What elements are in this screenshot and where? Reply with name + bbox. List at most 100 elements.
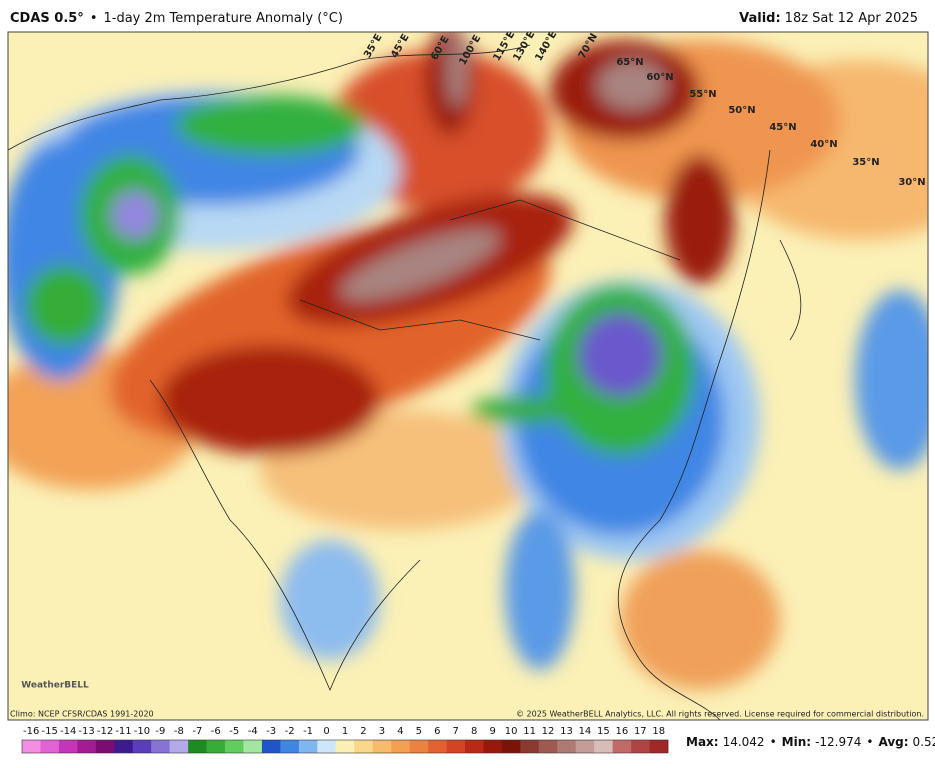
colorbar-swatch [188,740,207,753]
colorbar-label: -14 [60,726,76,737]
colorbar-label: -7 [192,726,202,737]
colorbar-label: -15 [42,726,58,737]
anomaly-patch [855,290,928,470]
colorbar-label: 18 [652,726,665,737]
colorbar-label: -4 [248,726,258,737]
valid-time: Valid: 18z Sat 12 Apr 2025 [739,11,918,26]
anomaly-patch [280,540,380,660]
stat-label: Min: [782,735,811,749]
colorbar-label: -1 [303,726,313,737]
anomaly-patch [175,95,365,155]
colorbar-swatch [206,740,226,753]
anomaly-patch [665,155,735,285]
logo: WeatherBELL [21,681,89,691]
colorbar-swatch [95,740,115,753]
colorbar-swatch [151,740,170,753]
stat-value: 14.042 [723,735,765,749]
colorbar-swatch [280,740,300,753]
colorbar-label: 10 [505,726,518,737]
colorbar-label: -5 [229,726,239,737]
stat-value: 0.522 [913,735,935,749]
map-frame [7,31,929,721]
colorbar-label: 0 [323,726,329,737]
separator: • [770,735,777,749]
colorbar-label: 15 [597,726,610,737]
colorbar-swatch [612,740,632,753]
valid-value: 18z Sat 12 Apr 2025 [785,11,918,26]
colorbar-swatch [391,740,410,753]
colorbar-swatch [317,740,337,753]
colorbar-swatch [594,740,613,753]
colorbar-swatch [501,740,521,753]
colorbar-swatch [372,740,392,753]
product-title: 1-day 2m Temperature Anomaly (°C) [103,11,342,26]
colorbar-swatch [169,740,189,753]
colorbar-swatch [409,740,429,753]
colorbar-swatch [261,740,281,753]
colorbar-label: -9 [155,726,165,737]
border [299,199,681,341]
colorbar-label: -12 [97,726,113,737]
climo-note: Climo: NCEP CFSR/CDAS 1991-2020 [10,710,154,719]
colorbar-swatch [132,740,152,753]
separator: • [90,11,98,26]
anomaly-patch [339,229,501,301]
colorbar-label: 11 [523,726,536,737]
copyright: © 2025 WeatherBELL Analytics, LLC. All r… [516,710,924,719]
colorbar-swatch [557,740,577,753]
colorbar-swatch [520,740,540,753]
header-title: CDAS 0.5° • 1-day 2m Temperature Anomaly (… [10,11,343,26]
lat-label: 40°N [810,139,837,150]
colorbar-label: 16 [615,726,628,737]
anomaly-field [8,32,928,690]
lat-label: 45°N [769,122,796,133]
colorbar-swatch [649,740,669,753]
lat-label: 30°N [898,177,925,188]
stat-value: -12.974 [815,735,861,749]
colorbar-label: 1 [342,726,348,737]
coastline [617,149,771,720]
valid-label: Valid: [739,11,781,26]
anomaly-patch [25,265,105,345]
colorbar-label: -13 [78,726,94,737]
colorbar-swatch [40,740,60,753]
anomaly-patch [447,32,467,108]
colorbar-swatch [335,740,355,753]
colorbar-swatch [575,740,595,753]
colorbar-label: 17 [634,726,647,737]
colorbar-label: 5 [416,726,422,737]
colorbar-frame [21,739,669,754]
lat-label: 65°N [616,57,643,68]
anomaly-patch [160,345,380,455]
anomaly-patch [470,396,570,424]
stat-label: Avg: [878,735,908,749]
lat-label: 55°N [689,89,716,100]
colorbar-swatch [298,740,318,753]
colorbar-swatch [22,740,41,753]
colorbar: -16 -15 -14 -13 -12 -11 -10 -9 -8 -7 -6 -5 -4 -3 -2 -1 0… [21,726,669,754]
colorbar-label: -11 [115,726,131,737]
coastlines [8,44,802,720]
colorbar-swatch [114,740,134,753]
colorbar-label: 6 [434,726,440,737]
anomaly-patch [111,191,159,239]
colorbar-swatch [225,740,244,753]
colorbar-label: 2 [360,726,366,737]
colorbar-label: -8 [174,726,184,737]
colorbar-label: 8 [471,726,477,737]
model-name: CDAS 0.5° [10,11,84,26]
colorbar-swatch [58,740,78,753]
coastline [149,379,421,692]
separator: • [866,735,873,749]
colorbar-swatch [483,740,503,753]
colorbar-label: -3 [266,726,276,737]
colorbar-swatch [538,740,558,753]
anomaly-patch [620,550,780,690]
anomaly-patch [505,510,575,670]
colorbar-label: 3 [379,726,385,737]
anomaly-patch [578,313,662,397]
colorbar-swatch [631,740,650,753]
colorbar-label: -2 [285,726,295,737]
colorbar-swatch [77,740,97,753]
lat-label: 35°N [852,157,879,168]
